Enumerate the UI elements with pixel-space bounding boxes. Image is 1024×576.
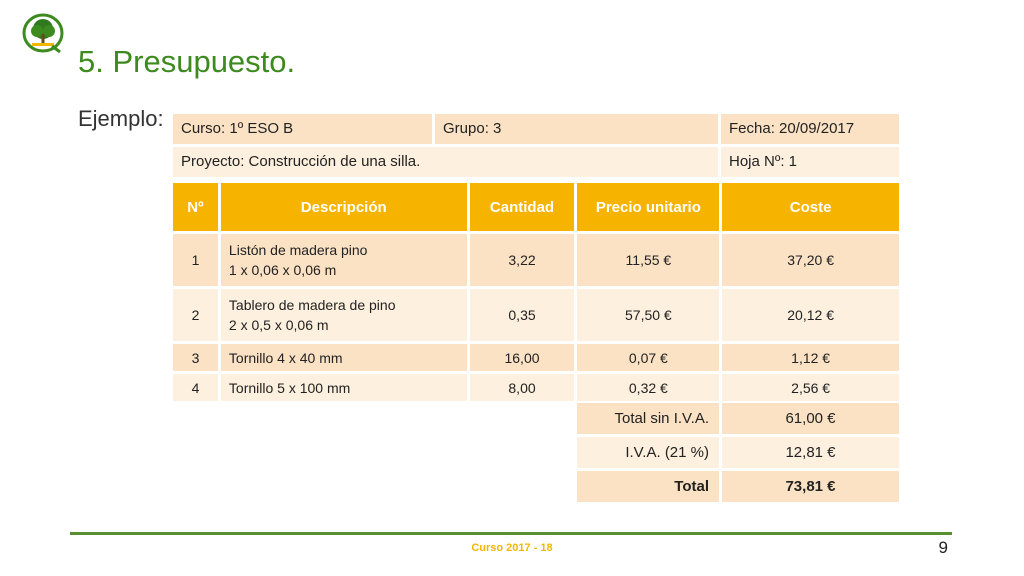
- col-header-price: Precio unitario: [577, 183, 720, 231]
- row-desc: Tablero de madera de pino 2 x 0,5 x 0,06…: [220, 289, 467, 341]
- total-label: Total: [577, 471, 719, 502]
- table-row: 1 Listón de madera pino 1 x 0,06 x 0,06 …: [173, 234, 899, 286]
- subtotal-row: Total sin I.V.A. 61,00 €: [577, 403, 900, 434]
- row-qty: 0,35: [469, 289, 575, 341]
- table-row: 3 Tornillo 4 x 40 mm 16,00 0,07 € 1,12 €: [173, 344, 899, 371]
- row-qty: 8,00: [469, 374, 575, 401]
- col-header-cost: Coste: [722, 183, 899, 231]
- totals-block: Total sin I.V.A. 61,00 € I.V.A. (21 %) 1…: [577, 403, 900, 505]
- footer-divider: [70, 532, 952, 535]
- iva-value: 12,81 €: [722, 437, 899, 468]
- row-desc-line2: 1 x 0,06 x 0,06 m: [228, 262, 337, 278]
- row-desc-line1: Listón de madera pino: [228, 242, 368, 258]
- row-price: 11,55 €: [577, 234, 720, 286]
- row-desc: Tornillo 5 x 100 mm: [220, 374, 467, 401]
- iva-label: I.V.A. (21 %): [577, 437, 719, 468]
- header-row-2: Proyecto: Construcción de una silla. Hoj…: [173, 147, 899, 177]
- proyecto-cell: Proyecto: Construcción de una silla.: [173, 147, 718, 177]
- row-desc-line2: 2 x 0,5 x 0,06 m: [228, 317, 329, 333]
- curso-cell: Curso: 1º ESO B: [173, 114, 432, 144]
- grupo-cell: Grupo: 3: [435, 114, 718, 144]
- row-price: 0,07 €: [577, 344, 720, 371]
- row-desc: Tornillo 4 x 40 mm: [220, 344, 467, 371]
- slide-title: 5. Presupuesto.: [78, 44, 296, 79]
- table-header-row: Nº Descripción Cantidad Precio unitario …: [173, 183, 899, 231]
- row-desc-line1: Tablero de madera de pino: [228, 297, 396, 313]
- row-num: 2: [173, 289, 218, 341]
- row-num: 3: [173, 344, 218, 371]
- tree-logo-icon: [22, 13, 64, 54]
- col-header-desc: Descripción: [220, 183, 467, 231]
- footer-course: Curso 2017 - 18: [471, 542, 553, 554]
- row-cost: 2,56 €: [722, 374, 899, 401]
- row-price: 57,50 €: [577, 289, 720, 341]
- row-qty: 16,00: [469, 344, 575, 371]
- subtotal-label: Total sin I.V.A.: [577, 403, 719, 434]
- subtotal-value: 61,00 €: [722, 403, 899, 434]
- table-row: 2 Tablero de madera de pino 2 x 0,5 x 0,…: [173, 289, 899, 341]
- row-price: 0,32 €: [577, 374, 720, 401]
- items-table: Nº Descripción Cantidad Precio unitario …: [170, 180, 902, 404]
- page-number: 9: [938, 538, 948, 557]
- header-row-1: Curso: 1º ESO B Grupo: 3 Fecha: 20/09/20…: [173, 114, 899, 144]
- col-header-qty: Cantidad: [469, 183, 575, 231]
- row-cost: 37,20 €: [722, 234, 899, 286]
- total-value: 73,81 €: [722, 471, 899, 502]
- row-cost: 1,12 €: [722, 344, 899, 371]
- table-row: 4 Tornillo 5 x 100 mm 8,00 0,32 € 2,56 €: [173, 374, 899, 401]
- iva-row: I.V.A. (21 %) 12,81 €: [577, 437, 900, 468]
- row-num: 4: [173, 374, 218, 401]
- row-num: 1: [173, 234, 218, 286]
- row-desc: Listón de madera pino 1 x 0,06 x 0,06 m: [220, 234, 467, 286]
- row-qty: 3,22: [469, 234, 575, 286]
- budget-sheet: Curso: 1º ESO B Grupo: 3 Fecha: 20/09/20…: [173, 114, 899, 404]
- col-header-num: Nº: [173, 183, 218, 231]
- slide-subtitle: Ejemplo:: [78, 106, 164, 131]
- fecha-cell: Fecha: 20/09/2017: [721, 114, 899, 144]
- row-cost: 20,12 €: [722, 289, 899, 341]
- hoja-cell: Hoja Nº: 1: [721, 147, 899, 177]
- total-row: Total 73,81 €: [577, 471, 900, 502]
